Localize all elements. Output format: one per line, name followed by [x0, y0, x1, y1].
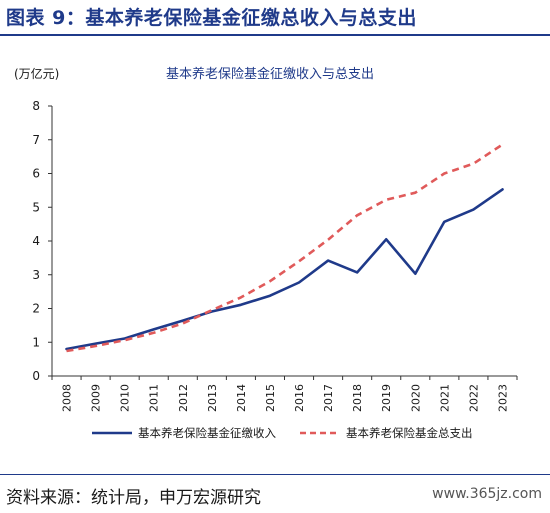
- y-tick-label: 3: [32, 268, 40, 282]
- x-tick-label: 2019: [380, 384, 393, 412]
- x-tick-label: 2017: [322, 384, 335, 412]
- x-tick-label: 2023: [496, 384, 509, 412]
- x-tick-label: 2013: [206, 384, 219, 412]
- y-tick-label: 4: [32, 234, 40, 248]
- legend-label: 基本养老保险基金征缴收入: [138, 426, 276, 440]
- x-tick-label: 2021: [438, 384, 451, 412]
- series-line-income: [65, 188, 504, 351]
- x-tick-label: 2015: [264, 384, 277, 412]
- watermark: www.365jz.com: [432, 486, 542, 502]
- x-tick-label: 2009: [90, 384, 103, 412]
- x-tick-label: 2012: [177, 384, 190, 412]
- footer-divider: [0, 474, 550, 475]
- y-tick-label: 6: [32, 167, 40, 181]
- source-note: 资料来源：统计局，申万宏源研究: [6, 488, 261, 508]
- y-tick-label: 2: [32, 302, 40, 316]
- legend-label: 基本养老保险基金总支出: [346, 426, 473, 440]
- figure-title: 图表 9：基本养老保险基金征缴总收入与总支出: [6, 7, 417, 29]
- axes: 0 1 2 3 4 5 6 7 8 2008 2009 2010 2011 2012 2013 2014 201…: [32, 99, 518, 412]
- x-tick-label: 2022: [467, 384, 480, 412]
- x-tick-label: 2010: [119, 384, 132, 412]
- x-tick-label: 2018: [351, 384, 364, 412]
- chart-title: 基本养老保险基金征缴收入与总支出: [166, 66, 374, 82]
- x-tick-label: 2011: [148, 384, 161, 412]
- y-tick-label: 8: [32, 99, 40, 113]
- title-divider: [0, 34, 550, 36]
- y-tick-label: 0: [32, 369, 40, 383]
- y-axis-unit: (万亿元): [14, 66, 59, 81]
- line-chart: 基本养老保险基金征缴收入与总支出 (万亿元) 0 1 2 3 4 5 6 7 8 2008 2009…: [14, 66, 518, 440]
- legend: 基本养老保险基金征缴收入 基本养老保险基金总支出: [92, 426, 473, 440]
- series-line-expenditure: [66, 143, 504, 353]
- x-tick-label: 2020: [409, 384, 422, 412]
- y-tick-label: 1: [32, 335, 40, 349]
- x-tick-label: 2016: [293, 384, 306, 412]
- y-tick-label: 7: [32, 133, 40, 147]
- x-tick-label: 2014: [235, 384, 248, 412]
- x-tick-label: 2008: [61, 384, 74, 412]
- series-lines: [65, 143, 504, 353]
- y-tick-label: 5: [32, 200, 40, 214]
